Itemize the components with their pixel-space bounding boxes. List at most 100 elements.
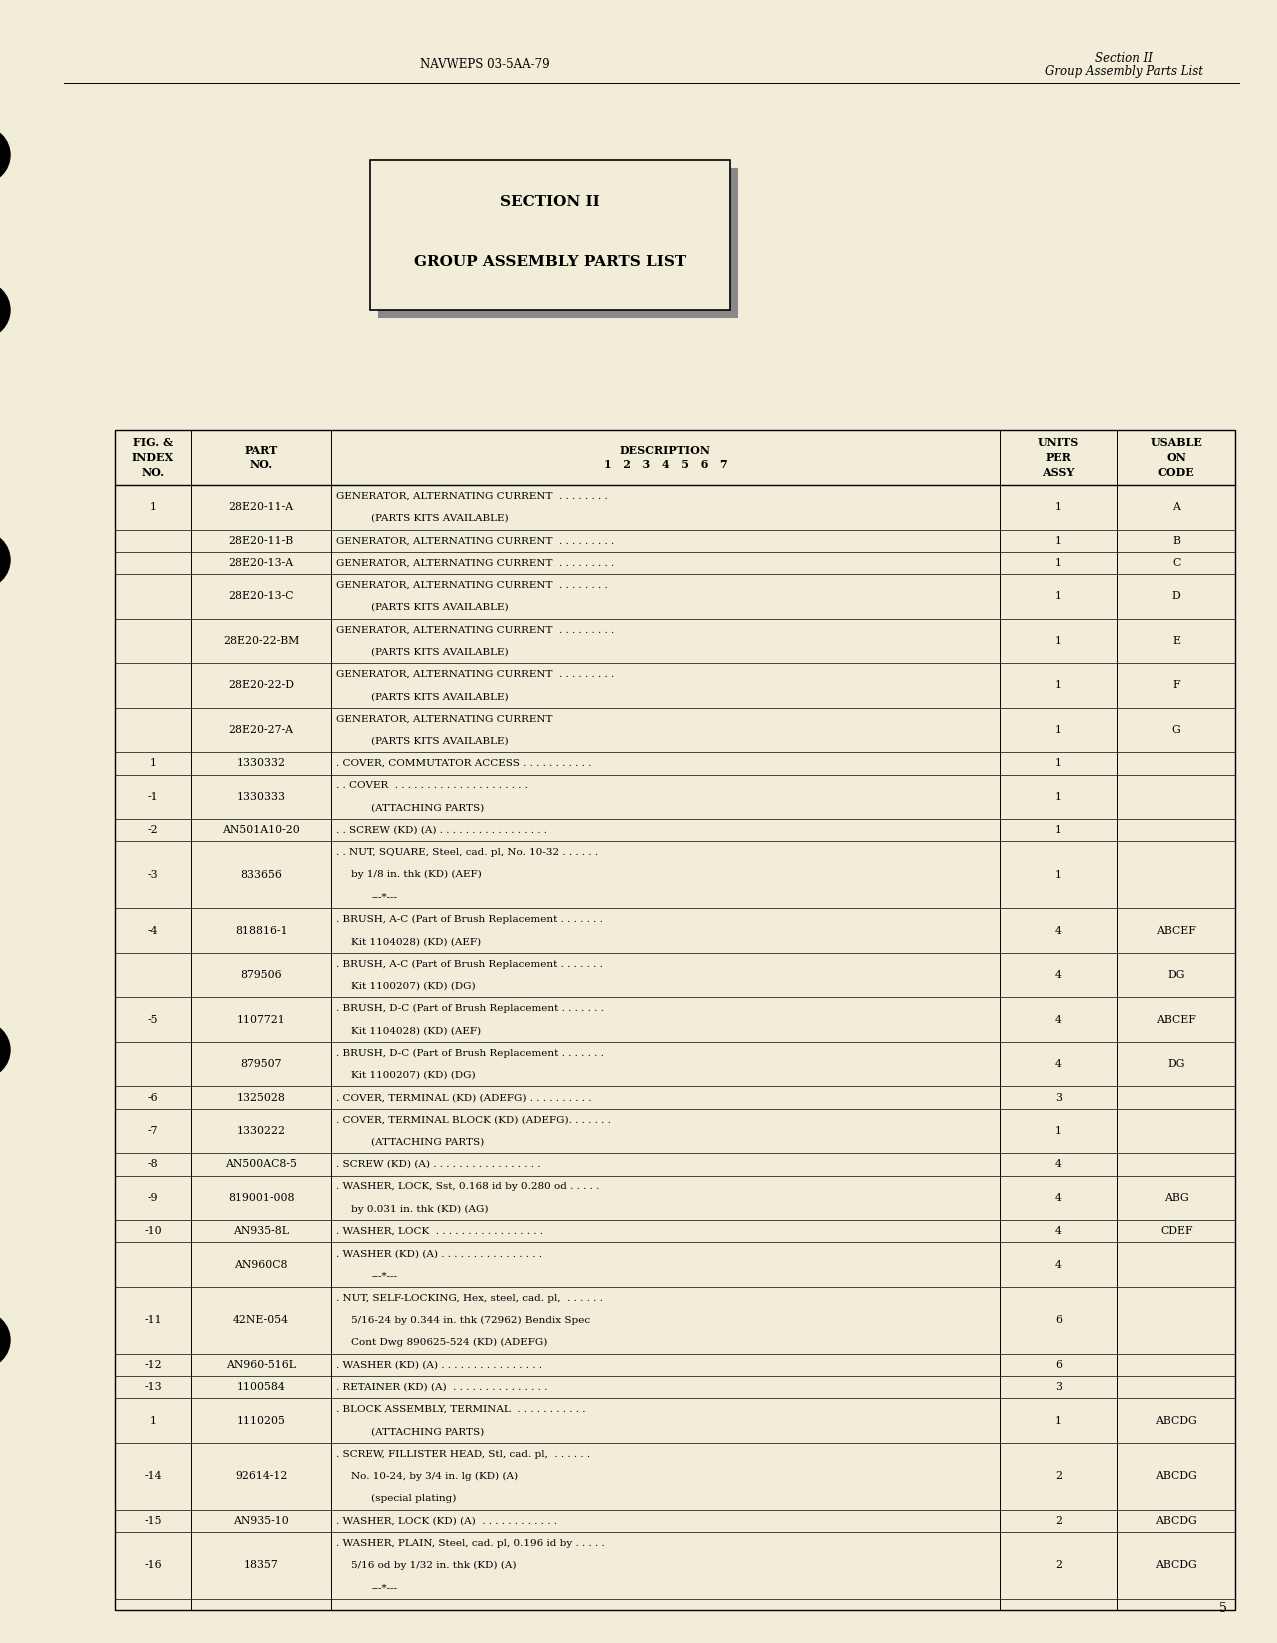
Text: ABCEF: ABCEF [1156,1015,1197,1025]
Text: 2: 2 [1055,1561,1062,1571]
Text: -14: -14 [144,1472,162,1482]
Circle shape [0,1022,10,1078]
Text: E: E [1172,636,1180,646]
Bar [370,159,730,311]
Text: AN501A10-20: AN501A10-20 [222,825,300,835]
Text: -9: -9 [148,1193,158,1203]
Text: 1: 1 [1055,1416,1062,1426]
Text: 3: 3 [1055,1093,1062,1102]
Text: ---*---: ---*--- [372,1584,397,1592]
Text: ABCDG: ABCDG [1156,1472,1197,1482]
Text: 5/16 od by 1/32 in. thk (KD) (A): 5/16 od by 1/32 in. thk (KD) (A) [351,1561,517,1571]
Text: 1330333: 1330333 [236,792,286,802]
Text: ---*---: ---*--- [372,892,397,902]
Text: -4: -4 [148,925,158,935]
Text: 4: 4 [1055,969,1062,981]
Text: 42NE-054: 42NE-054 [234,1316,289,1326]
Text: 1: 1 [1055,559,1062,568]
Text: Cont Dwg 890625-524 (KD) (ADEFG): Cont Dwg 890625-524 (KD) (ADEFG) [351,1337,548,1347]
Text: by 1/8 in. thk (KD) (AEF): by 1/8 in. thk (KD) (AEF) [351,871,481,879]
Text: -1: -1 [148,792,158,802]
Text: 4: 4 [1055,1226,1062,1236]
Text: AN500AC8-5: AN500AC8-5 [225,1160,298,1170]
Text: (PARTS KITS AVAILABLE): (PARTS KITS AVAILABLE) [372,692,508,702]
Text: -11: -11 [144,1316,162,1326]
Text: 879507: 879507 [240,1060,282,1070]
Text: -6: -6 [148,1093,158,1102]
Text: NAVWEPS 03-5AA-79: NAVWEPS 03-5AA-79 [420,59,550,72]
Text: 6: 6 [1055,1360,1062,1370]
Text: 1107721: 1107721 [236,1015,286,1025]
Text: . SCREW (KD) (A) . . . . . . . . . . . . . . . . .: . SCREW (KD) (A) . . . . . . . . . . . .… [336,1160,540,1168]
Text: GENERATOR, ALTERNATING CURRENT  . . . . . . . . .: GENERATOR, ALTERNATING CURRENT . . . . .… [336,670,614,679]
Text: ABCDG: ABCDG [1156,1561,1197,1571]
Text: . BRUSH, D-C (Part of Brush Replacement . . . . . . .: . BRUSH, D-C (Part of Brush Replacement … [336,1048,604,1058]
Circle shape [0,127,10,182]
Text: . SCREW, FILLISTER HEAD, Stl, cad. pl,  . . . . . .: . SCREW, FILLISTER HEAD, Stl, cad. pl, .… [336,1449,590,1459]
Text: ABCDG: ABCDG [1156,1516,1197,1526]
Text: 1110205: 1110205 [236,1416,286,1426]
Text: DG: DG [1167,1060,1185,1070]
Text: AN960-516L: AN960-516L [226,1360,296,1370]
Text: Section II: Section II [1094,51,1153,64]
Text: 818816-1: 818816-1 [235,925,287,935]
Text: . . SCREW (KD) (A) . . . . . . . . . . . . . . . . .: . . SCREW (KD) (A) . . . . . . . . . . .… [336,826,547,835]
Text: 6: 6 [1055,1316,1062,1326]
Text: 1330222: 1330222 [236,1125,286,1135]
Circle shape [0,532,10,588]
Text: . BRUSH, A-C (Part of Brush Replacement . . . . . . .: . BRUSH, A-C (Part of Brush Replacement … [336,915,603,923]
Text: . WASHER, LOCK  . . . . . . . . . . . . . . . . .: . WASHER, LOCK . . . . . . . . . . . . .… [336,1227,543,1236]
Text: . BRUSH, D-C (Part of Brush Replacement . . . . . . .: . BRUSH, D-C (Part of Brush Replacement … [336,1004,604,1014]
Text: 28E20-11-B: 28E20-11-B [229,536,294,545]
Text: DG: DG [1167,969,1185,981]
Text: . . NUT, SQUARE, Steel, cad. pl, No. 10-32 . . . . . .: . . NUT, SQUARE, Steel, cad. pl, No. 10-… [336,848,599,858]
Text: 4: 4 [1055,1193,1062,1203]
Text: -12: -12 [144,1360,162,1370]
Text: 1: 1 [1055,536,1062,545]
Text: GENERATOR, ALTERNATING CURRENT: GENERATOR, ALTERNATING CURRENT [336,715,553,723]
Text: 1: 1 [1055,825,1062,835]
Text: F: F [1172,680,1180,690]
Bar [378,168,738,319]
Text: Kit 1100207) (KD) (DG): Kit 1100207) (KD) (DG) [351,1071,476,1079]
Text: . BRUSH, A-C (Part of Brush Replacement . . . . . . .: . BRUSH, A-C (Part of Brush Replacement … [336,960,603,968]
Text: (PARTS KITS AVAILABLE): (PARTS KITS AVAILABLE) [372,647,508,657]
Text: No. 10-24, by 3/4 in. lg (KD) (A): No. 10-24, by 3/4 in. lg (KD) (A) [351,1472,518,1480]
Text: 4: 4 [1055,1160,1062,1170]
Text: 1100584: 1100584 [236,1382,286,1392]
Text: (PARTS KITS AVAILABLE): (PARTS KITS AVAILABLE) [372,736,508,746]
Text: 18357: 18357 [244,1561,278,1571]
Text: 4: 4 [1055,1060,1062,1070]
Text: by 0.031 in. thk (KD) (AG): by 0.031 in. thk (KD) (AG) [351,1204,489,1214]
Text: (PARTS KITS AVAILABLE): (PARTS KITS AVAILABLE) [372,514,508,522]
Text: 879506: 879506 [240,969,282,981]
Text: ABG: ABG [1163,1193,1189,1203]
Text: . . COVER  . . . . . . . . . . . . . . . . . . . . .: . . COVER . . . . . . . . . . . . . . . … [336,780,529,790]
Text: -8: -8 [148,1160,158,1170]
Text: 1: 1 [1055,759,1062,769]
Text: ABCDG: ABCDG [1156,1416,1197,1426]
Text: 1: 1 [1055,680,1062,690]
Text: DESCRIPTION
1   2   3   4   5   6   7: DESCRIPTION 1 2 3 4 5 6 7 [604,445,728,470]
Text: . WASHER (KD) (A) . . . . . . . . . . . . . . . .: . WASHER (KD) (A) . . . . . . . . . . . … [336,1360,543,1370]
Text: -3: -3 [148,869,158,881]
Text: AN935-8L: AN935-8L [234,1226,289,1236]
Text: . WASHER, LOCK, Sst, 0.168 id by 0.280 od . . . . .: . WASHER, LOCK, Sst, 0.168 id by 0.280 o… [336,1183,599,1191]
Text: -5: -5 [148,1015,158,1025]
Text: 1325028: 1325028 [236,1093,286,1102]
Text: GENERATOR, ALTERNATING CURRENT  . . . . . . . .: GENERATOR, ALTERNATING CURRENT . . . . .… [336,580,608,590]
Text: . WASHER (KD) (A) . . . . . . . . . . . . . . . .: . WASHER (KD) (A) . . . . . . . . . . . … [336,1249,543,1259]
Text: Kit 1104028) (KD) (AEF): Kit 1104028) (KD) (AEF) [351,937,481,946]
Text: 28E20-13-A: 28E20-13-A [229,559,294,568]
Text: 1: 1 [149,1416,157,1426]
Text: 5: 5 [1220,1602,1227,1615]
Text: B: B [1172,536,1180,545]
Text: 1: 1 [1055,591,1062,601]
Text: GENERATOR, ALTERNATING CURRENT  . . . . . . . .: GENERATOR, ALTERNATING CURRENT . . . . .… [336,491,608,501]
Text: ABCEF: ABCEF [1156,925,1197,935]
Text: -10: -10 [144,1226,162,1236]
Text: 28E20-13-C: 28E20-13-C [229,591,294,601]
Text: (ATTACHING PARTS): (ATTACHING PARTS) [372,803,484,813]
Text: ---*---: ---*--- [372,1272,397,1280]
Text: . COVER, TERMINAL (KD) (ADEFG) . . . . . . . . . .: . COVER, TERMINAL (KD) (ADEFG) . . . . .… [336,1093,591,1102]
